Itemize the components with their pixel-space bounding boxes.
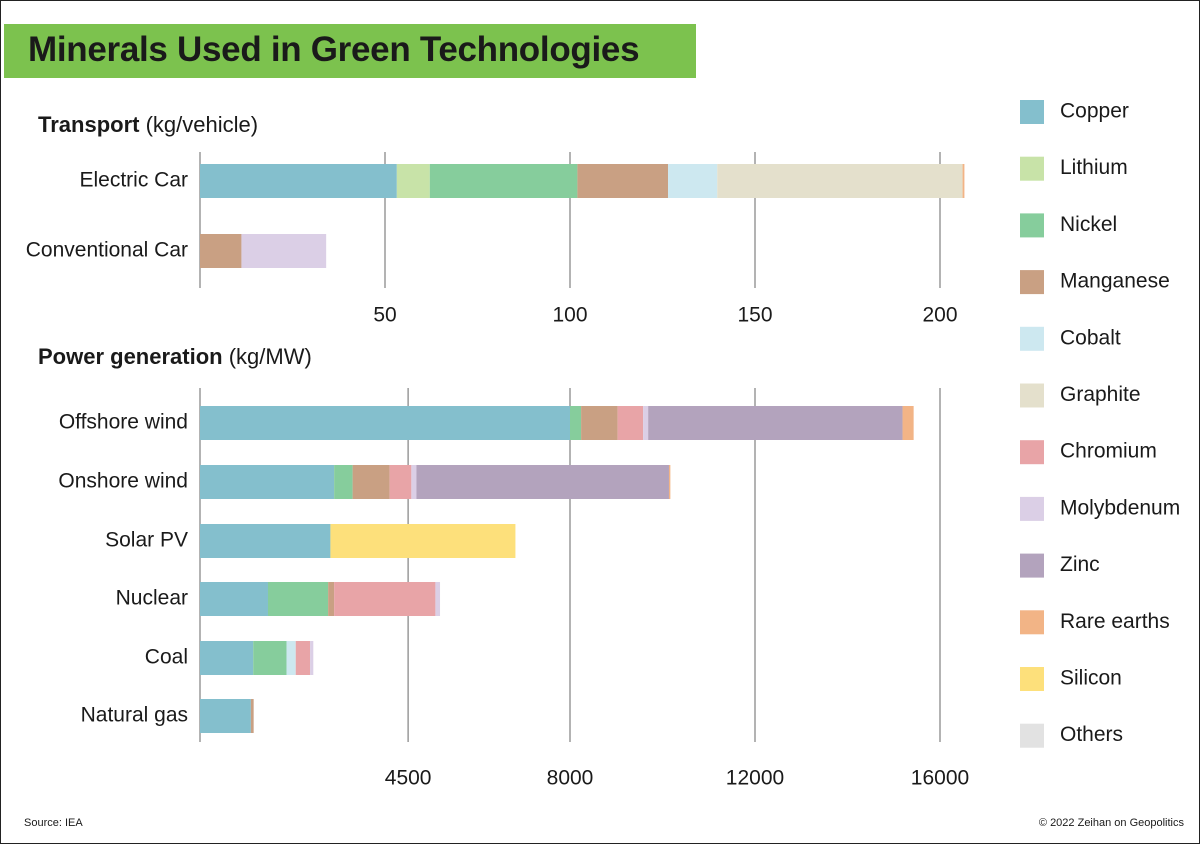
power-bar-onshore-wind-chromium	[389, 465, 412, 499]
transport-bar-electric-car-rare-earths	[962, 164, 965, 198]
transport-tick-label-50: 50	[373, 304, 396, 327]
legend-swatch-silicon	[1020, 667, 1044, 691]
legend-label-chromium: Chromium	[1060, 440, 1157, 463]
transport-bar-electric-car-manganese	[577, 164, 669, 198]
power-tick-label-8000: 8000	[547, 767, 594, 790]
power-category-label-natural-gas: Natural gas	[81, 704, 188, 727]
legend-swatch-cobalt	[1020, 326, 1044, 351]
transport-bar-conventional-car-molybdenum	[241, 234, 327, 268]
legend-swatch-nickel	[1020, 213, 1044, 238]
power-tick-label-16000: 16000	[911, 767, 969, 790]
legend-label-zinc: Zinc	[1060, 553, 1100, 576]
legend-swatch-manganese	[1020, 270, 1044, 295]
power-bar-nuclear-molybdenum	[435, 582, 441, 616]
page-title: Minerals Used in Green Technologies	[28, 30, 640, 69]
legend-label-molybdenum: Molybdenum	[1060, 496, 1180, 519]
legend-swatch-copper	[1020, 100, 1044, 124]
title-band: Minerals Used in Green Technologies	[4, 24, 696, 78]
legend-swatch-chromium	[1020, 440, 1044, 465]
power-bar-solar-pv-copper	[200, 524, 331, 558]
legend-label-nickel: Nickel	[1060, 213, 1117, 236]
power-bar-onshore-wind-nickel	[334, 465, 353, 499]
power-bar-offshore-wind-chromium	[617, 406, 644, 440]
transport-unit: (kg/vehicle)	[145, 112, 259, 137]
transport-category-label-conventional-car: Conventional Car	[26, 239, 188, 262]
power-bar-coal-molybdenum	[310, 641, 314, 675]
legend-label-lithium: Lithium	[1060, 156, 1128, 179]
power-bar-solar-pv-silicon	[330, 524, 516, 558]
legend-swatch-graphite	[1020, 383, 1044, 408]
power-unit: (kg/MW)	[228, 344, 312, 369]
transport-tick-label-100: 100	[552, 304, 587, 327]
power-bar-offshore-wind-manganese	[581, 406, 618, 440]
power-bar-nuclear-copper	[200, 582, 268, 616]
power-bar-nuclear-manganese	[328, 582, 335, 616]
power-tick-label-12000: 12000	[726, 767, 784, 790]
power-bar-offshore-wind-molybdenum	[643, 406, 649, 440]
transport-bar-electric-car-graphite	[717, 164, 963, 198]
power-bar-onshore-wind-manganese	[352, 465, 390, 499]
legend-swatch-molybdenum	[1020, 496, 1044, 521]
source-note: Source: IEA	[24, 817, 83, 829]
legend-swatch-others	[1020, 723, 1044, 748]
power-bar-coal-nickel	[253, 641, 287, 675]
power-bar-onshore-wind-zinc	[416, 465, 669, 499]
power-section-title: Power generation (kg/MW)	[38, 344, 312, 370]
power-bar-natural-gas-manganese	[250, 699, 254, 733]
legend-label-manganese: Manganese	[1060, 270, 1170, 293]
legend-label-silicon: Silicon	[1060, 667, 1122, 690]
power-bar-onshore-wind-rare-earths	[668, 465, 671, 499]
transport-bar-electric-car-lithium	[396, 164, 430, 198]
legend-label-rare-earths: Rare earths	[1060, 610, 1170, 633]
transport-category-label-electric-car: Electric Car	[79, 169, 188, 192]
power-bar-nuclear-nickel	[267, 582, 329, 616]
power-bar-coal-copper	[200, 641, 254, 675]
power-bar-offshore-wind-rare-earths	[902, 406, 914, 440]
transport-bar-electric-car-cobalt	[668, 164, 718, 198]
transport-bar-electric-car-nickel	[429, 164, 578, 198]
power-bar-onshore-wind-copper	[200, 465, 335, 499]
power-title: Power generation	[38, 344, 223, 369]
legend-swatch-lithium	[1020, 156, 1044, 181]
transport-bar-electric-car-copper	[200, 164, 397, 198]
power-bar-offshore-wind-zinc	[648, 406, 903, 440]
power-bar-coal-chromium	[295, 641, 311, 675]
transport-title: Transport	[38, 112, 140, 137]
power-category-label-solar-pv: Solar PV	[105, 529, 188, 552]
legend-swatch-zinc	[1020, 553, 1044, 578]
transport-bar-conventional-car-manganese	[200, 234, 242, 268]
copyright-note: © 2022 Zeihan on Geopolitics	[1038, 817, 1184, 829]
legend-label-others: Others	[1060, 723, 1123, 746]
legend-label-copper: Copper	[1060, 100, 1129, 123]
power-bar-offshore-wind-nickel	[570, 406, 582, 440]
power-category-label-coal: Coal	[145, 646, 188, 669]
power-bar-offshore-wind-copper	[200, 406, 570, 440]
power-bar-onshore-wind-molybdenum	[411, 465, 417, 499]
transport-tick-label-150: 150	[737, 304, 772, 327]
power-category-label-onshore-wind: Onshore wind	[58, 470, 188, 493]
transport-section-title: Transport (kg/vehicle)	[38, 112, 258, 138]
power-category-label-nuclear: Nuclear	[116, 587, 188, 610]
power-bar-natural-gas-copper	[200, 699, 251, 733]
legend-swatch-rare-earths	[1020, 610, 1044, 635]
legend-label-cobalt: Cobalt	[1060, 326, 1121, 349]
power-bar-nuclear-chromium	[334, 582, 436, 616]
legend-label-graphite: Graphite	[1060, 383, 1141, 406]
power-category-label-offshore-wind: Offshore wind	[59, 411, 188, 434]
power-tick-label-4500: 4500	[385, 767, 432, 790]
transport-tick-label-200: 200	[922, 304, 957, 327]
power-bar-coal-cobalt	[286, 641, 296, 675]
